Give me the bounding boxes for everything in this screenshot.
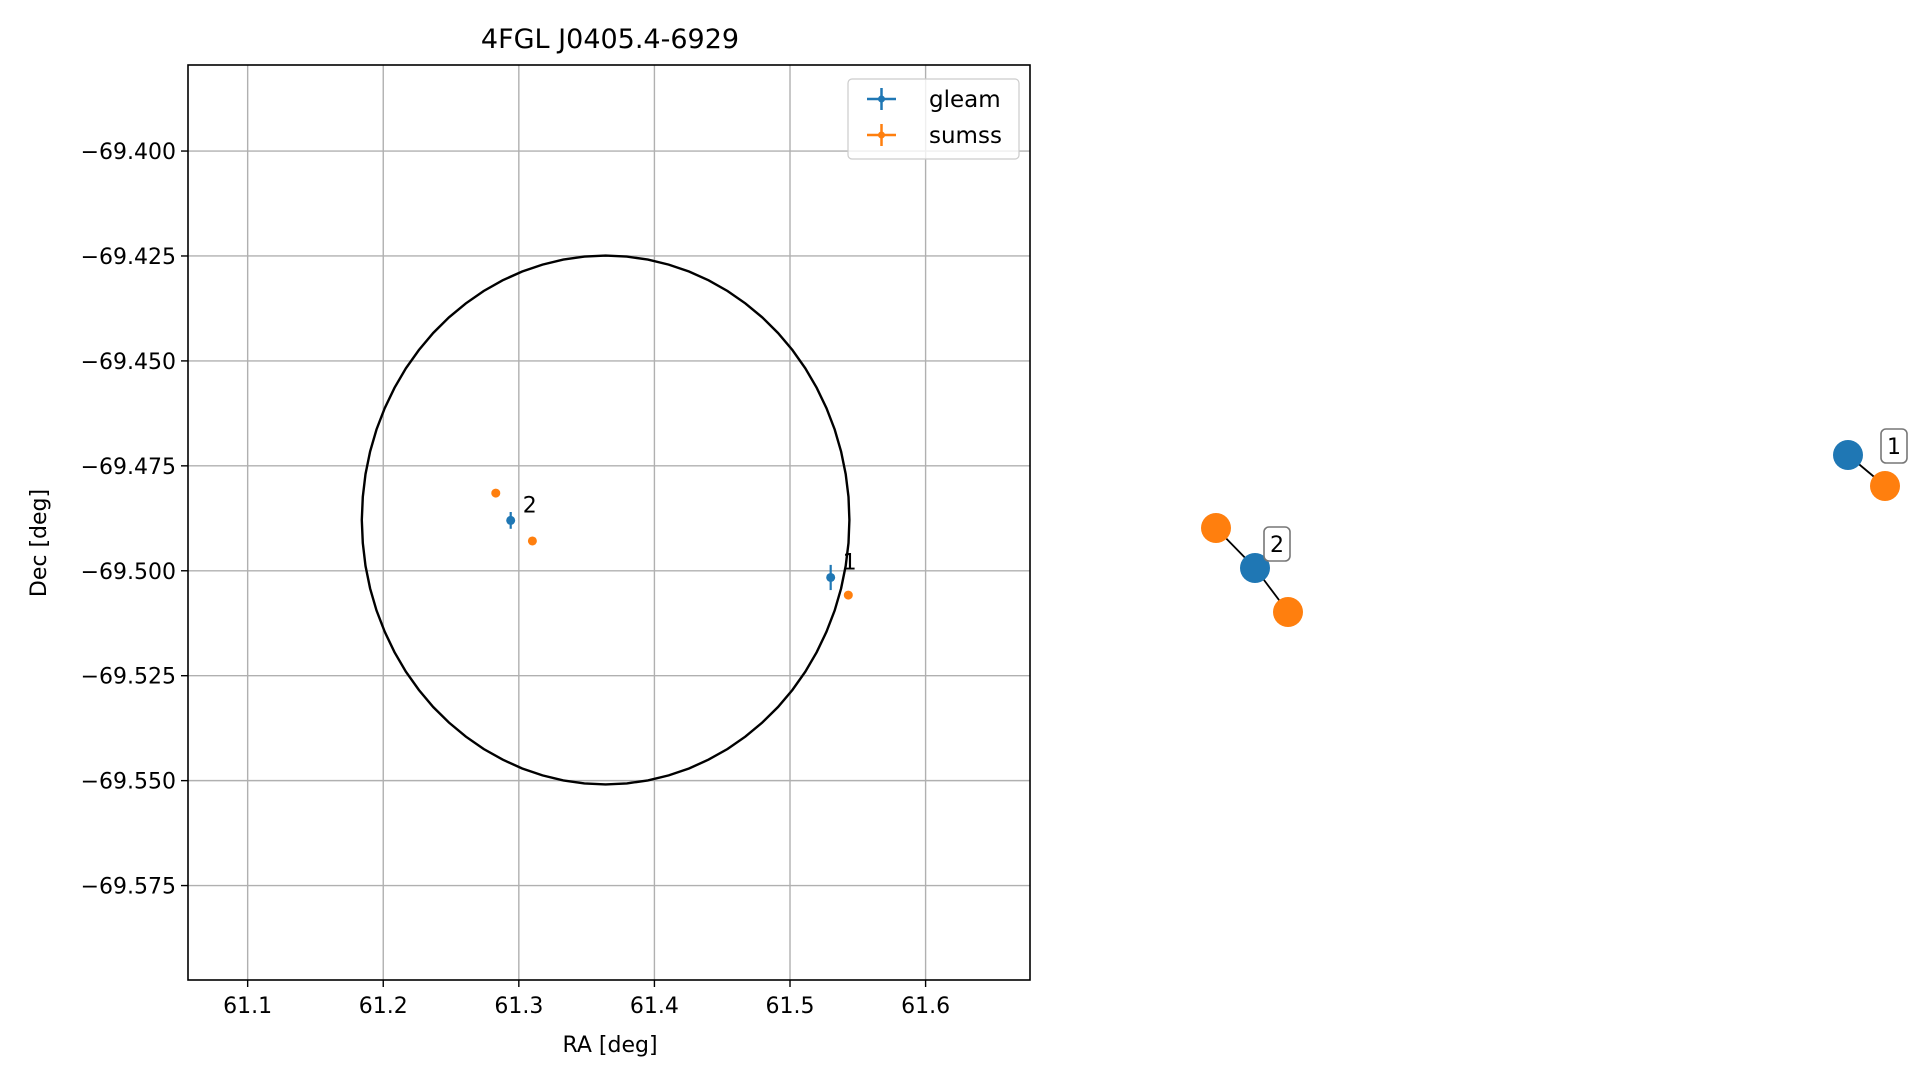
- source-label: 2: [523, 493, 537, 518]
- network-label: 1: [1887, 435, 1901, 460]
- x-tick-label: 61.1: [223, 994, 272, 1019]
- source-label: 1: [843, 550, 857, 575]
- match-network: 12: [1201, 428, 1908, 627]
- y-tick-label: −69.550: [81, 770, 176, 795]
- chart-title: 4FGL J0405.4-6929: [481, 24, 739, 55]
- x-tick-label: 61.6: [901, 994, 950, 1019]
- network-node-sumss: [1201, 513, 1231, 543]
- association-circle: [360, 254, 851, 786]
- network-label-box: [1880, 428, 1908, 464]
- network-label-box: [1263, 526, 1291, 562]
- grid: [188, 65, 1030, 980]
- network-node-sumss: [1870, 471, 1900, 501]
- network-node-sumss: [1273, 597, 1303, 627]
- network-node-gleam: [1833, 440, 1863, 470]
- network-node-gleam: [1240, 553, 1270, 583]
- legend: gleam sumss: [847, 78, 1020, 160]
- y-tick-label: −69.450: [81, 350, 176, 375]
- gleam-point: [506, 515, 516, 525]
- legend-marker-gleam-dot: [878, 95, 885, 103]
- y-tick-label: −69.525: [81, 665, 176, 690]
- axes-frame: [187, 64, 1031, 981]
- error-circle: [360, 254, 851, 786]
- x-tick-label: 61.3: [494, 994, 543, 1019]
- y-tick-label: −69.475: [81, 455, 176, 480]
- sumss-point: [527, 536, 537, 546]
- legend-label-gleam: gleam: [929, 87, 1001, 113]
- legend-label-sumss: sumss: [929, 123, 1002, 149]
- sumss-point: [843, 590, 853, 600]
- data-points: 12: [491, 488, 857, 600]
- y-tick-label: −69.425: [81, 245, 176, 270]
- legend-marker-sumss-dot: [878, 131, 885, 139]
- x-tick-label: 61.5: [766, 994, 815, 1019]
- y-tick-label: −69.500: [81, 560, 176, 585]
- network-label: 2: [1270, 533, 1284, 558]
- x-axis-ticks: 61.1 61.2 61.3 61.4 61.5 61.6: [223, 980, 950, 1019]
- gleam-point: [826, 572, 836, 582]
- sumss-point: [491, 488, 501, 498]
- y-axis-ticks: −69.400 −69.425 −69.450 −69.475 −69.500 −69.5…: [81, 140, 188, 900]
- x-tick-label: 61.4: [630, 994, 679, 1019]
- x-tick-label: 61.2: [359, 994, 408, 1019]
- y-tick-label: −69.400: [81, 140, 176, 165]
- y-axis-label: Dec [deg]: [27, 489, 52, 597]
- x-axis-label: RA [deg]: [562, 1033, 657, 1058]
- y-tick-label: −69.575: [81, 875, 176, 900]
